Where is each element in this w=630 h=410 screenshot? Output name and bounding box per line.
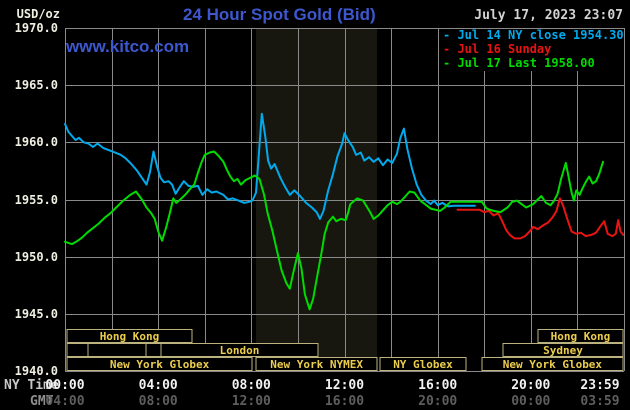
gmt-axis-label: GMT [30, 394, 54, 409]
y-axis-label: 1940.0 [14, 364, 58, 378]
kitco-watermark-link[interactable]: www.kitco.com [66, 37, 190, 56]
session-box-empty [66, 343, 89, 357]
session-box-ny-globex [379, 357, 467, 371]
x-axis-tick-gmt: 03:59 [580, 394, 620, 409]
session-label-new-york-globex: New York Globex [503, 358, 603, 371]
session-label-hong-kong: Hong Kong [551, 330, 611, 343]
session-box-new-york-globex [481, 357, 624, 371]
x-axis-tick-gmt: 12:00 [231, 394, 271, 409]
legend-item-jul14: - Jul 14 NY close 1954.30 [443, 28, 624, 42]
session-label-london: London [220, 344, 260, 357]
x-axis-tick-ny: 20:00 [511, 378, 551, 393]
series-line-0 [64, 112, 476, 220]
session-label-new-york-globex: New York Globex [110, 358, 210, 371]
y-axis-label: 1965.0 [14, 78, 58, 93]
y-axis-label: 1950.0 [14, 249, 58, 264]
x-axis-tick-ny: 23:59 [580, 378, 620, 393]
chart-title: 24 Hour Spot Gold (Bid) [183, 5, 376, 24]
ny-time-axis-label: NY Time [4, 378, 59, 393]
x-axis-tick-ny: 16:00 [418, 378, 458, 393]
session-box-london [160, 343, 319, 357]
session-box-hong-kong [537, 329, 624, 343]
session-box-hong-kong [66, 329, 193, 343]
y-axis-unit-label: USD/oz [16, 7, 60, 21]
series-line-2 [64, 150, 604, 311]
session-box-empty [145, 343, 162, 357]
session-label-hong-kong: Hong Kong [100, 330, 160, 343]
x-axis-tick-ny: 12:00 [324, 378, 365, 393]
legend-item-jul17: - Jul 17 Last 1958.00 [443, 56, 595, 70]
x-axis-tick-gmt: 00:00 [511, 394, 551, 409]
legend: - Jul 14 NY close 1954.30- Jul 16 Sunday… [443, 28, 624, 70]
session-box-new-york-globex [66, 357, 253, 371]
gridlines [65, 28, 625, 372]
x-axis-tick-gmt: 08:00 [138, 394, 178, 409]
x-axis-tick-gmt: 16:00 [324, 394, 365, 409]
x-axis-tick-gmt: 04:00 [45, 394, 85, 409]
legend-item-jul16: - Jul 16 Sunday [443, 42, 552, 56]
y-axis-label: 1970.0 [14, 21, 58, 35]
chart-datetime: July 17, 2023 23:07 [474, 8, 623, 23]
y-axis-label: 1955.0 [14, 192, 58, 207]
x-axis-tick-gmt: 20:00 [418, 394, 458, 409]
x-axis-tick-ny: 00:00 [45, 378, 85, 393]
session-box-empty [87, 343, 147, 357]
session-label-ny-globex: NY Globex [393, 358, 453, 371]
y-axis-label: 1960.0 [14, 135, 58, 150]
series-line-1 [456, 197, 625, 240]
legend-backdrop [441, 29, 623, 71]
session-label-sydney: Sydney [543, 344, 583, 357]
y-axis-label: 1945.0 [14, 306, 58, 321]
session-label-new-york-nymex: New York NYMEX [270, 358, 363, 371]
x-axis-tick-ny: 08:00 [231, 378, 271, 393]
session-box-new-york-nymex [255, 357, 378, 371]
x-axis-tick-ny: 04:00 [138, 378, 178, 393]
session-box-sydney [502, 343, 624, 357]
